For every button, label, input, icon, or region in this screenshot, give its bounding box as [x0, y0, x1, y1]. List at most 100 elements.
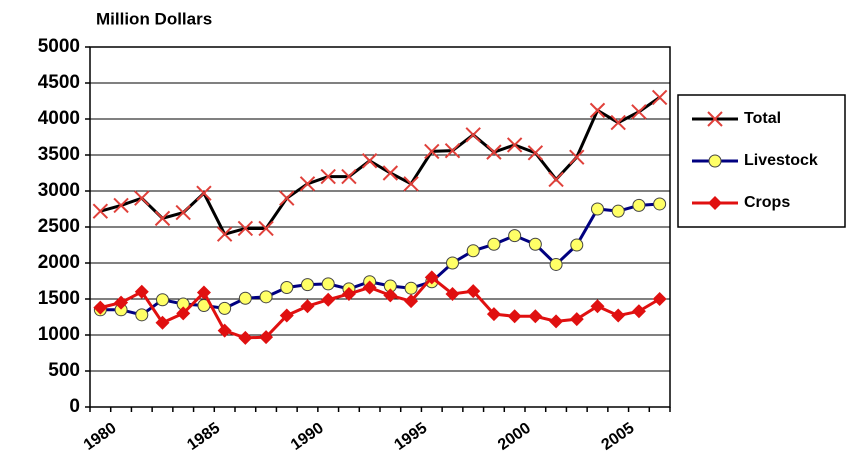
point: [486, 307, 501, 322]
x-tick-label: 1985: [184, 420, 223, 454]
point: [528, 309, 543, 324]
point: [549, 314, 564, 329]
point: [631, 104, 647, 120]
point: [589, 102, 606, 119]
y-tick-label: 3000: [38, 180, 80, 201]
point: [548, 171, 564, 188]
point: [465, 127, 481, 143]
point: [93, 300, 108, 315]
x-tick-label: 2000: [495, 420, 534, 454]
point: [362, 280, 377, 295]
y-tick-label: 4000: [38, 108, 80, 129]
legend-marker: [707, 111, 723, 127]
y-tick-label: 1500: [38, 288, 80, 309]
point: [321, 277, 335, 291]
point: [404, 281, 418, 295]
y-tick-label: 500: [48, 360, 80, 381]
x-tick-label: 2005: [599, 420, 638, 454]
point: [466, 244, 480, 258]
point: [114, 295, 129, 310]
point: [361, 153, 378, 169]
point: [611, 204, 625, 218]
point: [631, 304, 646, 319]
legend-marker: [708, 196, 722, 210]
point: [403, 176, 419, 192]
point: [175, 204, 191, 221]
point: [300, 299, 315, 314]
x-tick-label: 1995: [391, 420, 430, 454]
x-tick-label: 1980: [81, 420, 120, 454]
point: [258, 220, 274, 237]
point: [404, 294, 419, 309]
point: [508, 229, 522, 243]
point: [259, 290, 273, 304]
point: [653, 197, 667, 211]
point: [382, 165, 399, 181]
point: [280, 280, 294, 294]
point: [92, 203, 109, 219]
y-tick-label: 4500: [38, 72, 80, 93]
series-line: [100, 275, 661, 340]
point: [651, 89, 668, 106]
point: [299, 176, 316, 192]
y-tick-label: 5000: [38, 36, 80, 57]
point: [217, 323, 232, 338]
point: [341, 168, 357, 185]
point: [218, 301, 232, 315]
point: [156, 293, 169, 307]
point: [590, 299, 605, 314]
point: [507, 309, 522, 324]
y-tick-label: 2500: [38, 216, 80, 237]
legend-label: Crops: [744, 194, 790, 211]
legend-marker: [708, 154, 722, 168]
point: [527, 145, 544, 161]
series-line: [99, 96, 661, 236]
x-tick-label: 1990: [288, 420, 327, 454]
point: [155, 315, 170, 330]
point: [238, 291, 252, 305]
point: [154, 210, 171, 227]
point: [320, 168, 336, 185]
point: [528, 237, 542, 251]
point: [487, 237, 501, 251]
point: [569, 312, 584, 327]
y-tick-label: 2000: [38, 252, 80, 273]
point: [321, 292, 336, 307]
point: [506, 137, 523, 153]
point: [652, 292, 667, 306]
point: [279, 190, 295, 206]
point: [196, 285, 211, 300]
point: [466, 284, 481, 299]
point: [238, 330, 253, 345]
point: [570, 238, 584, 252]
legend-label: Total: [744, 110, 781, 127]
point: [383, 288, 398, 303]
y-tick-label: 1000: [38, 324, 80, 345]
point: [237, 220, 254, 237]
point: [610, 114, 626, 131]
point: [216, 226, 233, 242]
point: [445, 286, 460, 301]
point: [591, 202, 604, 216]
y-tick-label: 0: [69, 396, 80, 417]
point: [446, 256, 459, 270]
point: [135, 308, 149, 322]
point: [279, 308, 294, 323]
legend-label: Livestock: [744, 152, 818, 169]
point: [196, 185, 212, 201]
point: [301, 278, 314, 292]
point: [611, 308, 626, 323]
point: [134, 284, 149, 299]
point: [549, 257, 563, 271]
point: [424, 143, 440, 160]
point: [113, 197, 129, 214]
point: [424, 270, 439, 285]
point: [134, 190, 150, 206]
point: [259, 330, 274, 345]
point: [486, 144, 502, 160]
point: [341, 286, 356, 301]
point: [444, 142, 461, 159]
point: [632, 198, 646, 212]
chart-title: Million Dollars: [96, 9, 212, 28]
